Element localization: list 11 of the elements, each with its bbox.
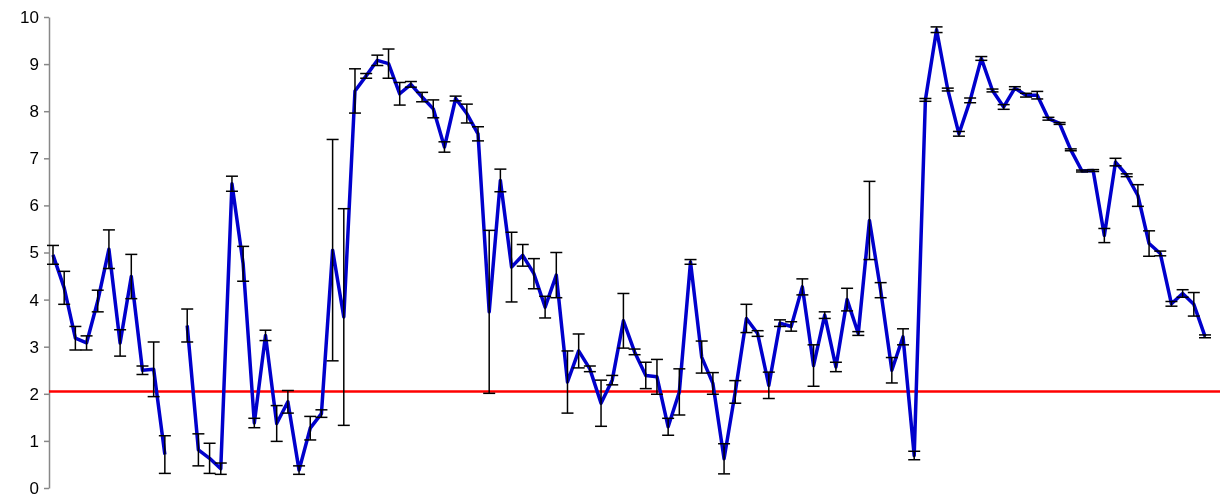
- y-tick-label: 9: [29, 55, 39, 75]
- y-tick-label: 6: [29, 196, 39, 216]
- y-tick-label: 8: [29, 102, 39, 122]
- y-tick-label: 7: [29, 149, 39, 169]
- y-tick-label: 5: [29, 243, 39, 263]
- y-tick-label: 4: [29, 290, 39, 310]
- y-tick-label: 3: [29, 337, 39, 357]
- y-tick-label: 0: [29, 478, 39, 498]
- y-tick-label: 1: [29, 431, 39, 451]
- y-tick-label: 10: [20, 7, 39, 27]
- y-tick-label: 2: [29, 384, 39, 404]
